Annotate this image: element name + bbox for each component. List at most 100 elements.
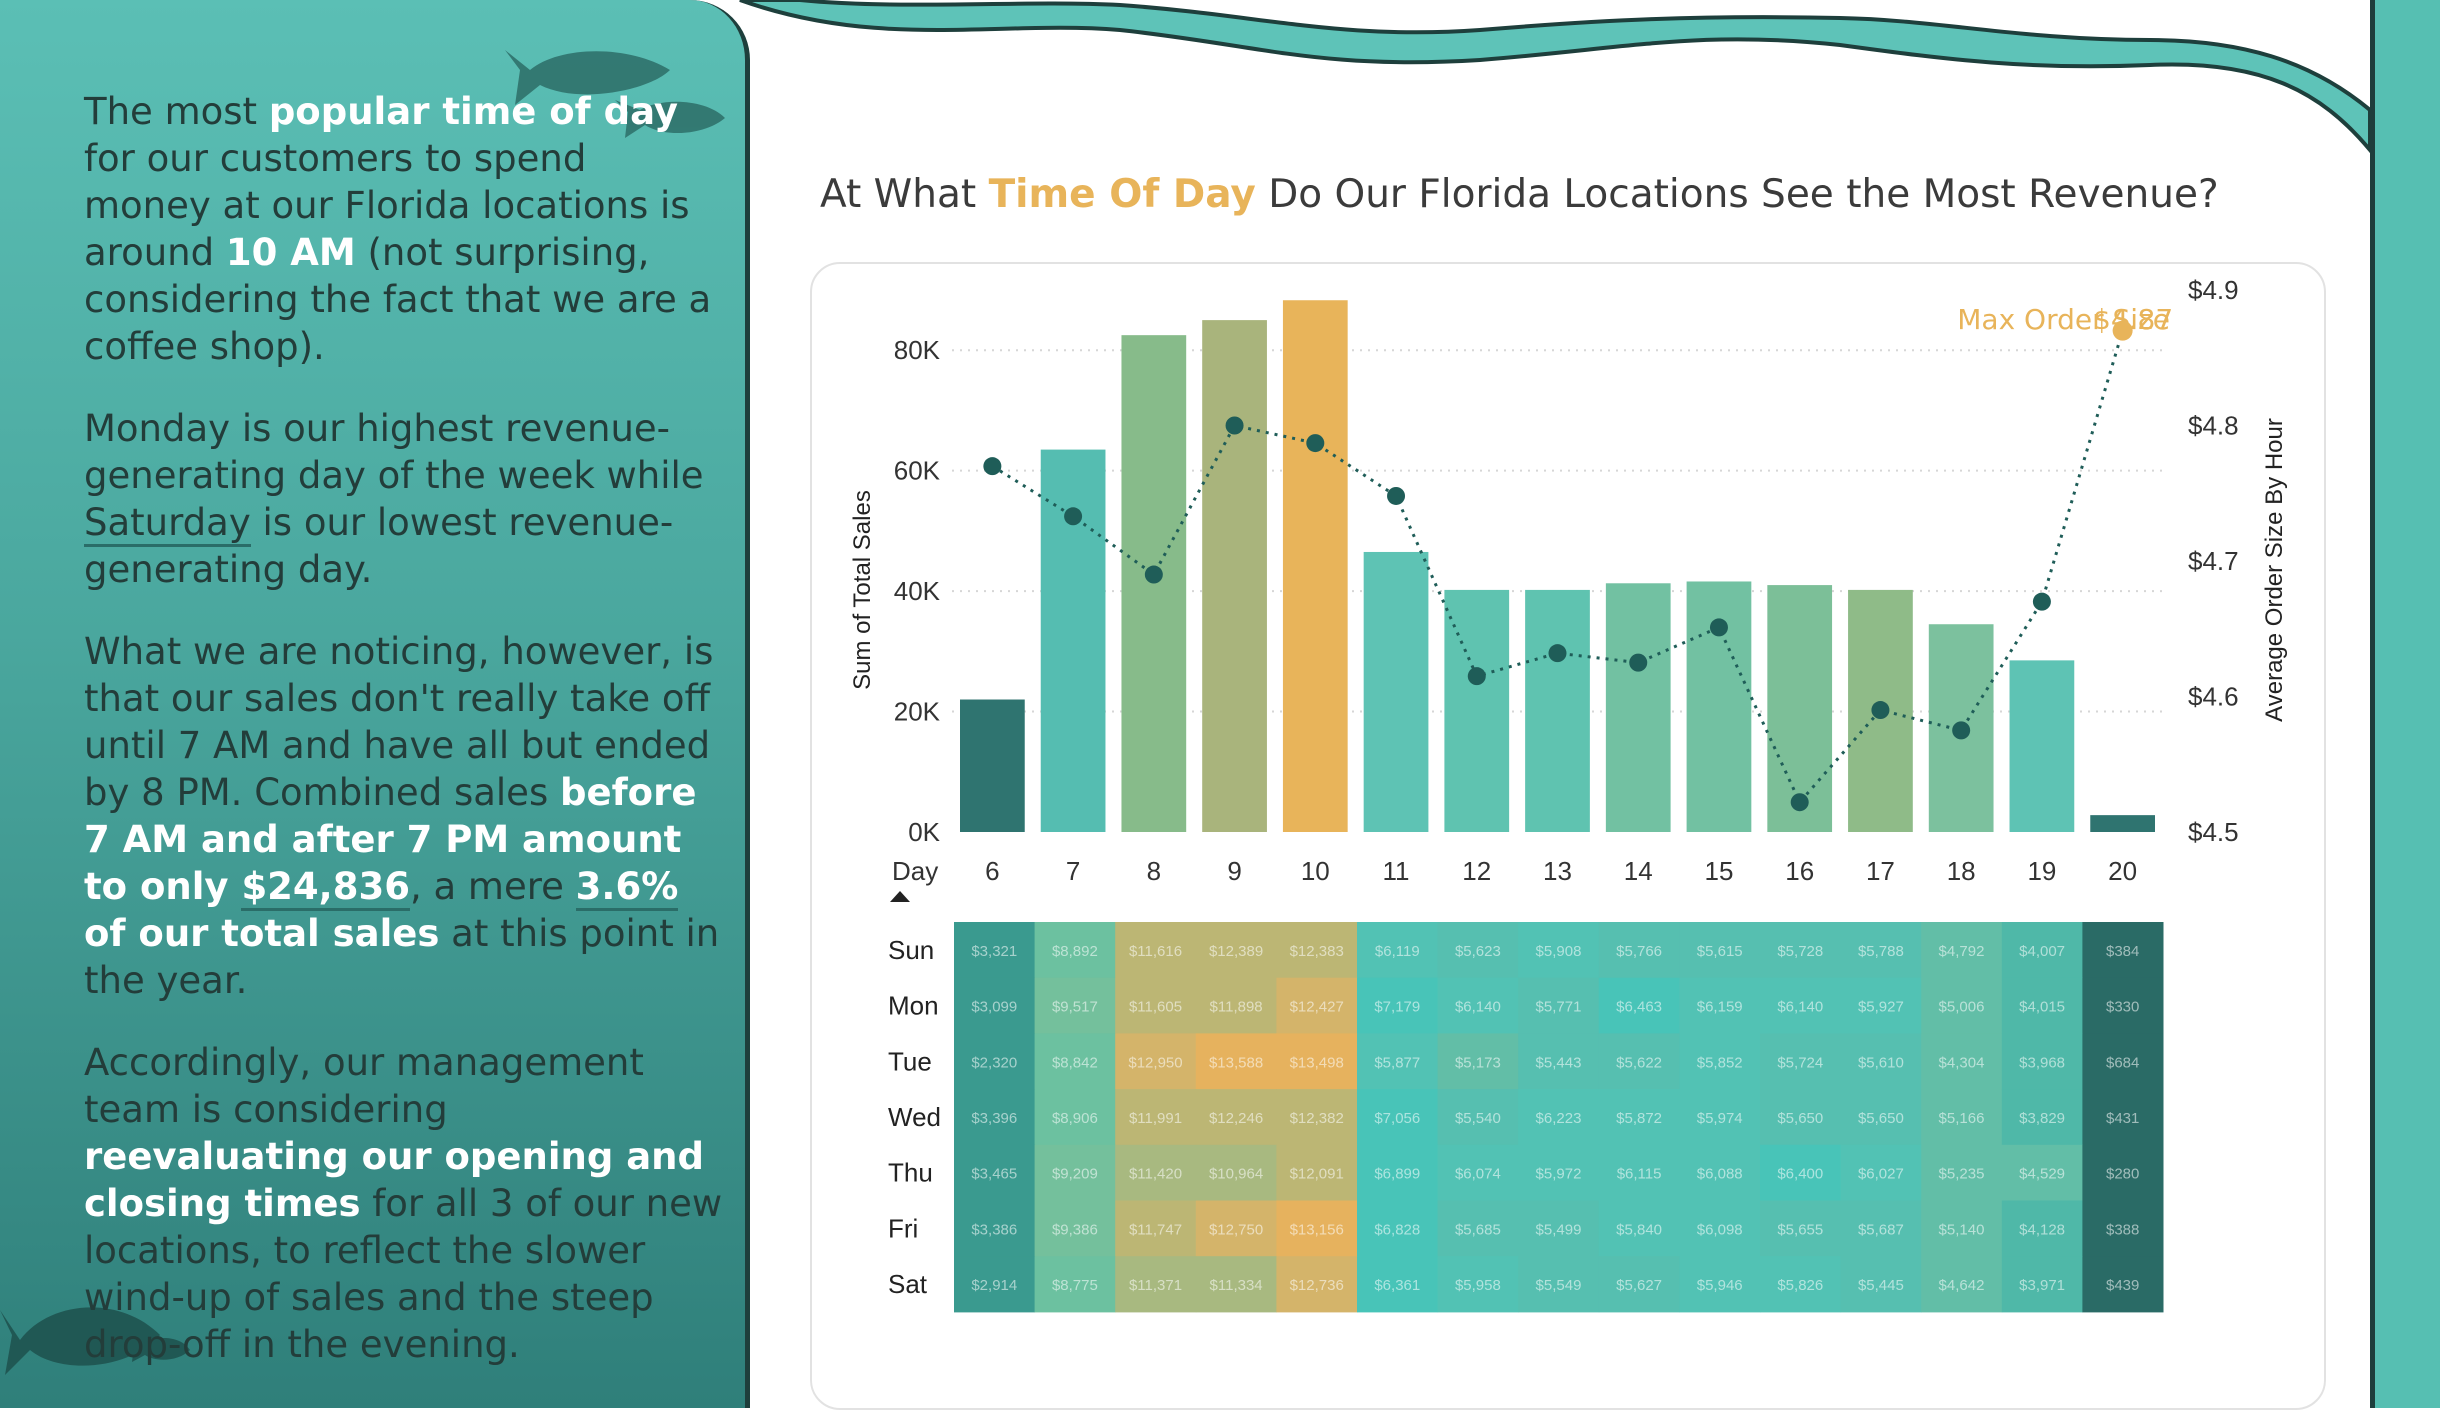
line-point[interactable] [1144,565,1163,584]
heatmap-cell[interactable] [2001,1033,2083,1090]
heatmap-cell[interactable] [1195,1089,1277,1146]
heatmap-cell[interactable] [1115,1089,1197,1146]
heatmap-cell[interactable] [1357,1144,1439,1201]
heatmap-cell[interactable] [954,977,1036,1034]
heatmap-cell[interactable] [1115,1144,1197,1201]
heatmap-cell[interactable] [2082,922,2164,979]
heatmap-cell[interactable] [2001,1256,2083,1313]
heatmap-cell[interactable] [1518,1144,1600,1201]
heatmap-cell[interactable] [1518,1200,1600,1257]
bar[interactable] [1605,583,1671,832]
heatmap-cell[interactable] [2082,1144,2164,1201]
heatmap-cell[interactable] [2001,922,2083,979]
bar[interactable] [960,699,1025,832]
heatmap-cell[interactable] [2001,977,2083,1034]
heatmap-cell[interactable] [1357,1033,1439,1090]
heatmap-cell[interactable] [1679,977,1761,1034]
heatmap-cell[interactable] [1357,922,1439,979]
heatmap-cell[interactable] [2082,1256,2164,1313]
heatmap-cell[interactable] [954,1256,1036,1313]
heatmap-cell[interactable] [954,1089,1036,1146]
heatmap-cell[interactable] [1598,1256,1680,1313]
heatmap-cell[interactable] [1921,1033,2003,1090]
line-point[interactable] [983,457,1002,476]
heatmap-cell[interactable] [1437,1200,1519,1257]
heatmap-cell[interactable] [1598,1200,1680,1257]
heatmap-cell[interactable] [1437,922,1519,979]
heatmap-cell[interactable] [1276,1033,1358,1090]
heatmap-cell[interactable] [954,1144,1036,1201]
heatmap-cell[interactable] [1679,922,1761,979]
heatmap-cell[interactable] [1921,1200,2003,1257]
heatmap-cell[interactable] [1598,922,1680,979]
line-point[interactable] [1790,793,1809,812]
heatmap-cell[interactable] [1357,1200,1439,1257]
line-point[interactable] [1952,721,1971,740]
heatmap-cell[interactable] [1115,1033,1197,1090]
sort-arrow-icon[interactable] [890,891,910,902]
heatmap-cell[interactable] [1437,977,1519,1034]
heatmap-cell[interactable] [1357,1089,1439,1146]
heatmap-cell[interactable] [1195,1256,1277,1313]
heatmap-cell[interactable] [1034,1033,1116,1090]
heatmap-cell[interactable] [1115,977,1197,1034]
heatmap-cell[interactable] [2001,1200,2083,1257]
heatmap-cell[interactable] [1518,922,1600,979]
heatmap-cell[interactable] [2082,1200,2164,1257]
heatmap-cell[interactable] [1115,1200,1197,1257]
heatmap-cell[interactable] [1760,1144,1842,1201]
line-point[interactable] [1709,618,1728,637]
heatmap-cell[interactable] [1840,1144,1922,1201]
heatmap-cell[interactable] [1760,1256,1842,1313]
heatmap-cell[interactable] [1598,1144,1680,1201]
line-point[interactable] [1548,644,1567,663]
heatmap-cell[interactable] [1760,1033,1842,1090]
heatmap-cell[interactable] [1921,977,2003,1034]
line-point[interactable] [1225,416,1244,435]
heatmap-cell[interactable] [1840,1256,1922,1313]
heatmap-cell[interactable] [1276,1089,1358,1146]
heatmap-cell[interactable] [1276,922,1358,979]
heatmap-cell[interactable] [1034,1256,1116,1313]
heatmap-cell[interactable] [1195,1033,1277,1090]
heatmap-cell[interactable] [1921,1256,2003,1313]
heatmap-cell[interactable] [1518,977,1600,1034]
heatmap-cell[interactable] [2082,1033,2164,1090]
bar[interactable] [2090,815,2155,832]
bar[interactable] [1525,589,1590,832]
heatmap-cell[interactable] [954,1033,1036,1090]
heatmap-cell[interactable] [1195,1144,1277,1201]
heatmap-cell[interactable] [1840,1089,1922,1146]
bar[interactable] [1282,300,1348,832]
heatmap-cell[interactable] [1679,1256,1761,1313]
heatmap-cell[interactable] [2082,1089,2164,1146]
heatmap-cell[interactable] [2082,977,2164,1034]
bar[interactable] [1444,589,1510,832]
heatmap-cell[interactable] [1276,1144,1358,1201]
heatmap-cell[interactable] [1598,1033,1680,1090]
heatmap-cell[interactable] [954,922,1036,979]
heatmap-cell[interactable] [1276,1256,1358,1313]
heatmap-cell[interactable] [1760,1089,1842,1146]
bar[interactable] [1040,449,1106,832]
bar[interactable] [1767,585,1833,832]
heatmap-cell[interactable] [1840,1033,1922,1090]
heatmap-cell[interactable] [1034,977,1116,1034]
heatmap-cell[interactable] [1518,1033,1600,1090]
bar[interactable] [1363,551,1429,832]
line-point[interactable] [2112,320,2133,341]
heatmap-cell[interactable] [1518,1089,1600,1146]
heatmap-cell[interactable] [1115,1256,1197,1313]
heatmap-cell[interactable] [1518,1256,1600,1313]
line-point[interactable] [1306,434,1325,453]
heatmap-cell[interactable] [1034,922,1116,979]
heatmap-cell[interactable] [1760,977,1842,1034]
heatmap-cell[interactable] [1840,922,1922,979]
heatmap-cell[interactable] [1357,1256,1439,1313]
heatmap-cell[interactable] [1921,1144,2003,1201]
heatmap-cell[interactable] [1276,977,1358,1034]
heatmap-cell[interactable] [1598,1089,1680,1146]
line-point[interactable] [1871,701,1890,720]
heatmap-cell[interactable] [1679,1200,1761,1257]
heatmap-cell[interactable] [1195,922,1277,979]
